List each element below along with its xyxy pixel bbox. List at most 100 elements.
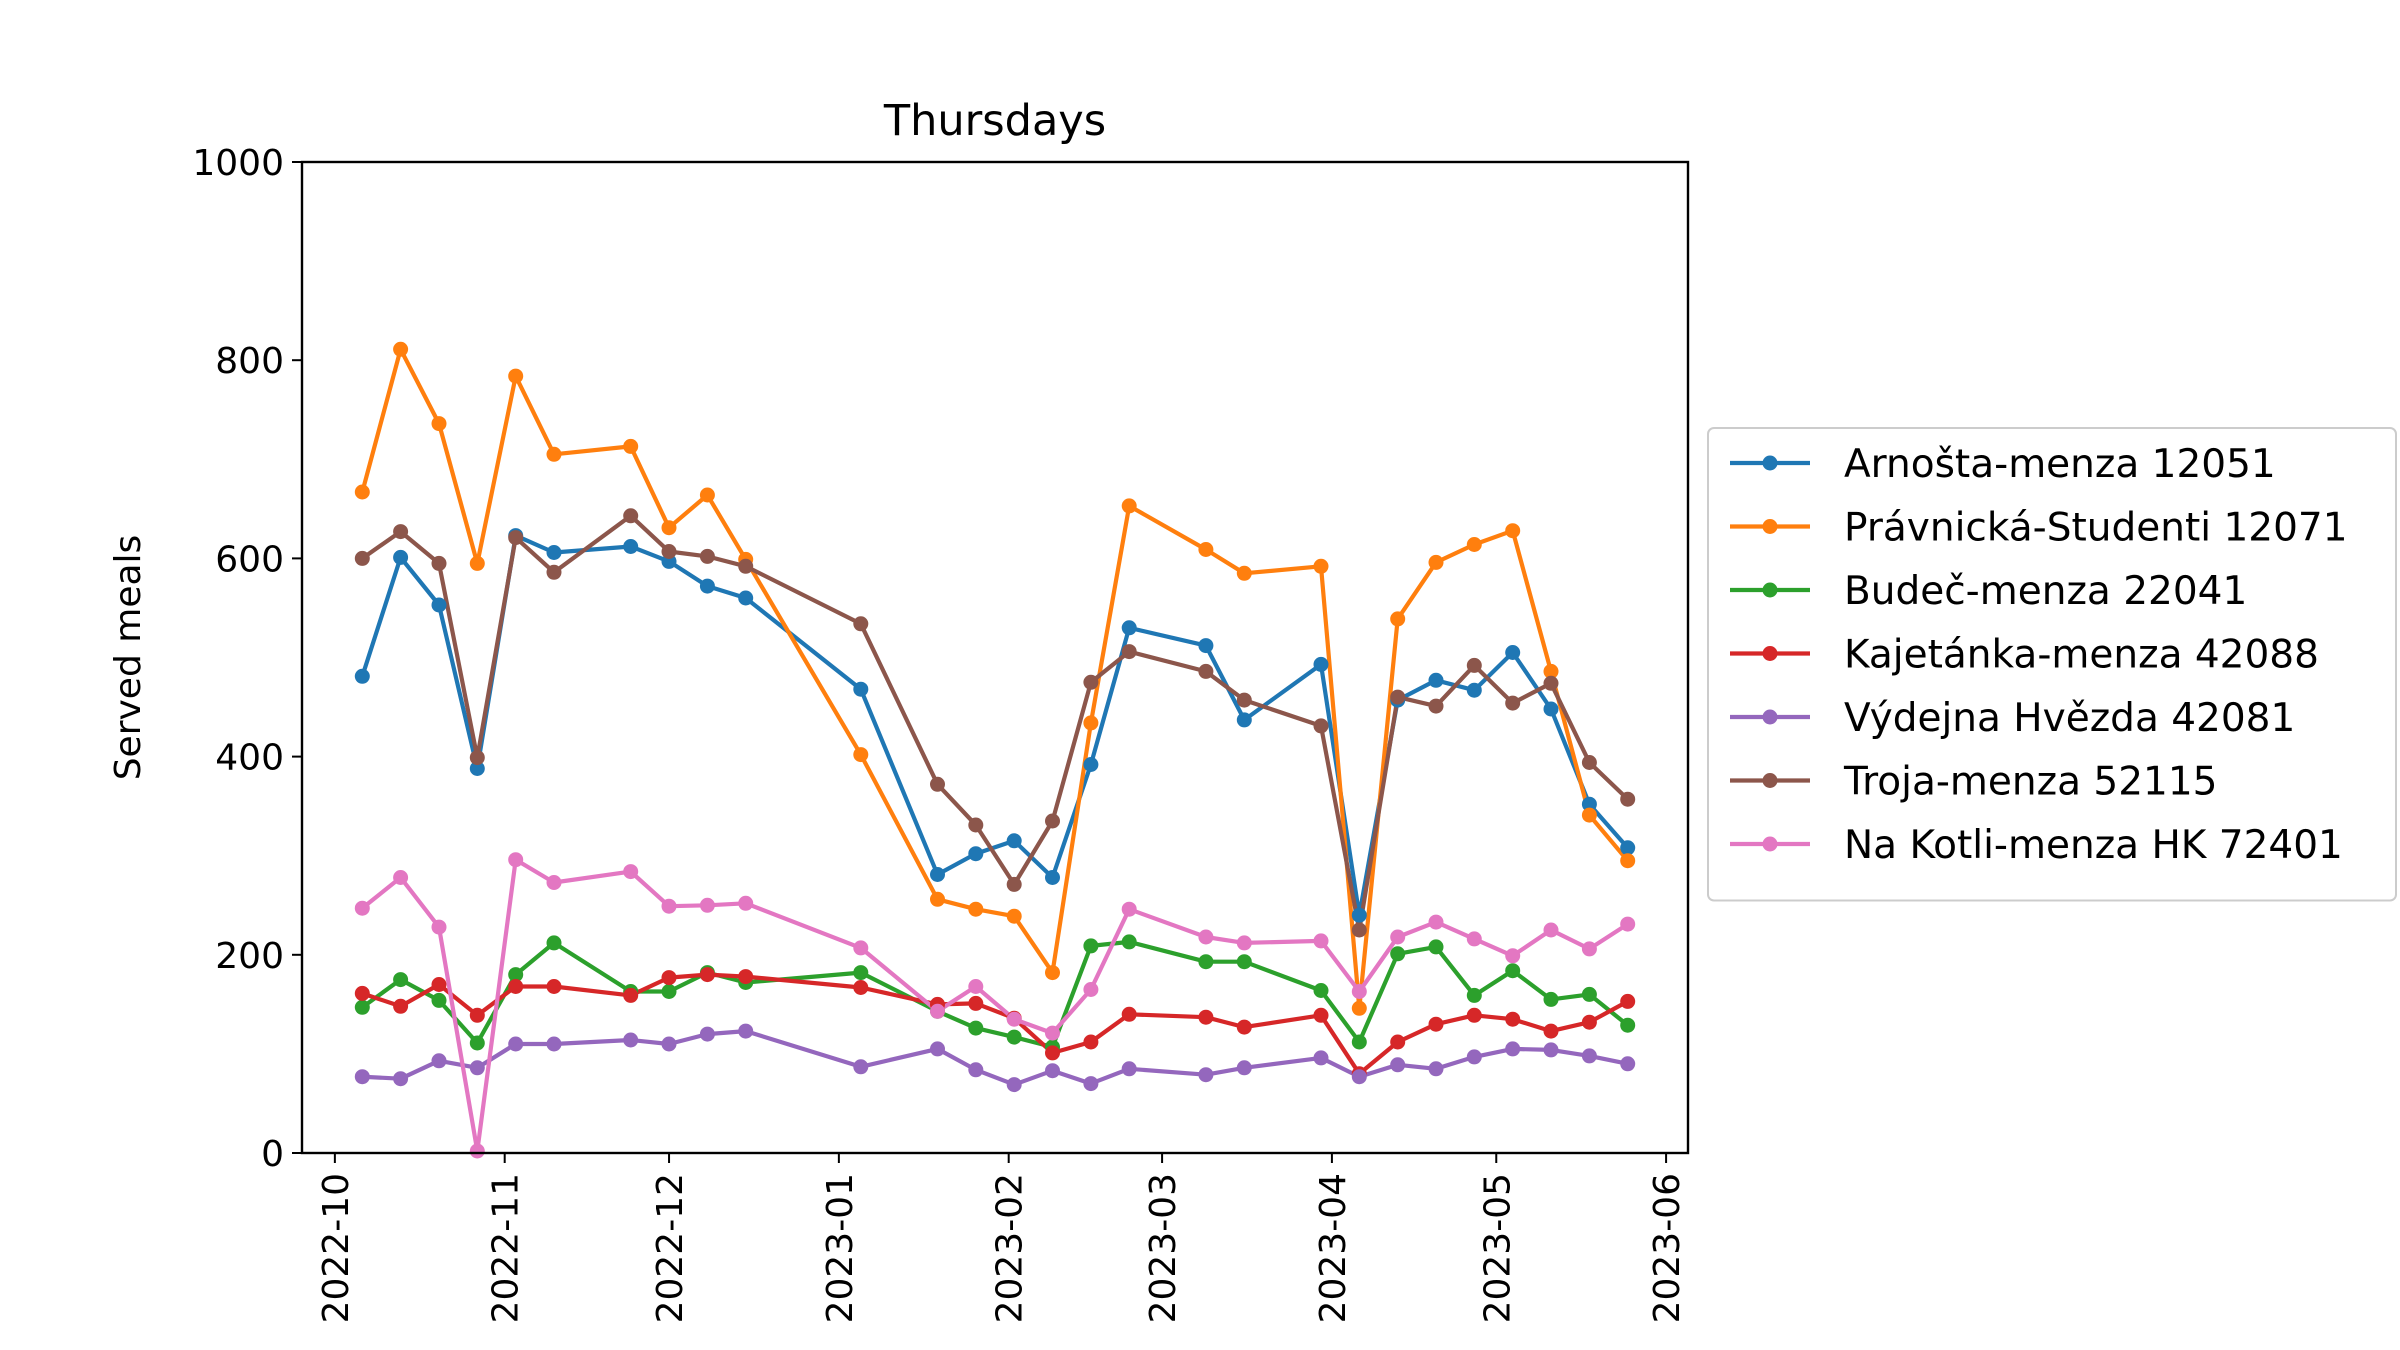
data-point	[1543, 922, 1559, 938]
data-point	[1466, 537, 1482, 552]
data-point	[1543, 675, 1559, 691]
data-point	[431, 555, 447, 571]
data-point	[738, 590, 754, 606]
data-point	[968, 901, 984, 917]
data-point	[1006, 908, 1022, 924]
data-point	[393, 549, 409, 565]
data-point	[1620, 916, 1636, 932]
series-line-6	[359, 857, 1631, 1154]
series-line-1	[359, 347, 1631, 1011]
data-point	[1045, 965, 1060, 981]
series-markers-6	[354, 852, 1636, 1159]
data-point	[930, 1003, 945, 1019]
data-point	[1351, 907, 1367, 923]
data-point	[1581, 1048, 1597, 1064]
data-point	[853, 980, 869, 995]
data-point	[1620, 853, 1636, 869]
legend-marker	[1762, 836, 1778, 852]
x-tick-label: 2023-01	[820, 1173, 861, 1323]
data-point	[1313, 983, 1329, 998]
series-markers-3	[354, 967, 1636, 1082]
data-point	[623, 1032, 639, 1048]
data-point	[1006, 1077, 1022, 1093]
series-line-2	[359, 939, 1631, 1050]
data-point	[1121, 1061, 1137, 1077]
plot-area-frame	[300, 160, 1690, 1155]
legend-label: Budeč-menza 22041	[1844, 569, 2247, 614]
data-point	[968, 1062, 984, 1078]
y-axis-ticks: 0 200 400 600 800 1000	[192, 143, 302, 1175]
data-point	[1121, 498, 1137, 514]
data-point	[1083, 982, 1099, 997]
y-axis-label: Served meals	[108, 535, 149, 781]
data-point	[1045, 1045, 1060, 1061]
data-point	[853, 681, 869, 697]
data-point	[354, 668, 370, 684]
data-point	[968, 1020, 984, 1036]
data-point	[1505, 645, 1521, 660]
data-point	[661, 984, 677, 999]
chart-title: Thursdays	[883, 96, 1106, 146]
data-point	[661, 1036, 677, 1052]
y-tick-label: 800	[215, 341, 284, 382]
data-point	[1198, 663, 1214, 679]
data-point	[1198, 542, 1214, 557]
data-point	[738, 969, 754, 985]
data-point	[1620, 840, 1636, 856]
data-point	[1543, 1023, 1559, 1039]
series-markers-4	[354, 1023, 1636, 1093]
data-point	[1620, 1017, 1636, 1033]
data-point	[1505, 963, 1521, 979]
data-point	[968, 979, 984, 994]
data-point	[1236, 565, 1252, 581]
data-point	[546, 935, 562, 951]
data-point	[431, 992, 447, 1008]
data-point	[1543, 701, 1559, 717]
data-point	[1045, 1025, 1060, 1041]
data-point	[1006, 876, 1022, 892]
data-point	[508, 530, 524, 546]
data-point	[1581, 941, 1597, 957]
data-point	[853, 616, 869, 632]
data-point	[1083, 715, 1099, 731]
data-point	[661, 970, 677, 986]
data-point	[1581, 1014, 1597, 1030]
data-point	[546, 979, 562, 994]
data-point	[508, 368, 524, 384]
legend-marker	[1762, 773, 1778, 788]
legend-marker	[1762, 646, 1778, 661]
x-tick-label: 2023-04	[1313, 1173, 1354, 1323]
data-point	[1390, 929, 1406, 945]
data-point	[546, 446, 562, 462]
data-point	[1505, 695, 1521, 711]
data-point	[930, 867, 945, 882]
data-point	[699, 578, 715, 594]
data-point	[431, 919, 447, 935]
legend-item: Výdejna Hvězda 42081	[1730, 696, 2295, 741]
x-tick-label: 2023-03	[1143, 1173, 1184, 1323]
data-point	[1543, 663, 1559, 679]
series-points	[354, 341, 1636, 1159]
data-point	[431, 597, 447, 613]
data-point	[393, 998, 409, 1014]
data-point	[469, 1060, 485, 1076]
data-point	[738, 1023, 754, 1039]
data-point	[699, 1026, 715, 1042]
data-point	[623, 864, 639, 880]
data-point	[1428, 914, 1444, 930]
data-point	[1313, 718, 1329, 734]
data-point	[1390, 1034, 1406, 1050]
series-line-3	[359, 972, 1631, 1076]
data-point	[661, 898, 677, 914]
x-axis-ticks: 2022-10 2022-11 2022-12 2023-01 2023-02 2023-…	[316, 1153, 1688, 1323]
series-markers-0	[354, 528, 1636, 923]
y-tick-label: 600	[215, 539, 284, 580]
x-tick-label: 2022-10	[316, 1173, 357, 1323]
data-point	[699, 548, 715, 564]
data-point	[1466, 682, 1482, 698]
data-point	[1236, 1019, 1252, 1035]
data-point	[1351, 984, 1367, 999]
data-point	[508, 1036, 524, 1052]
legend-marker	[1762, 709, 1778, 725]
